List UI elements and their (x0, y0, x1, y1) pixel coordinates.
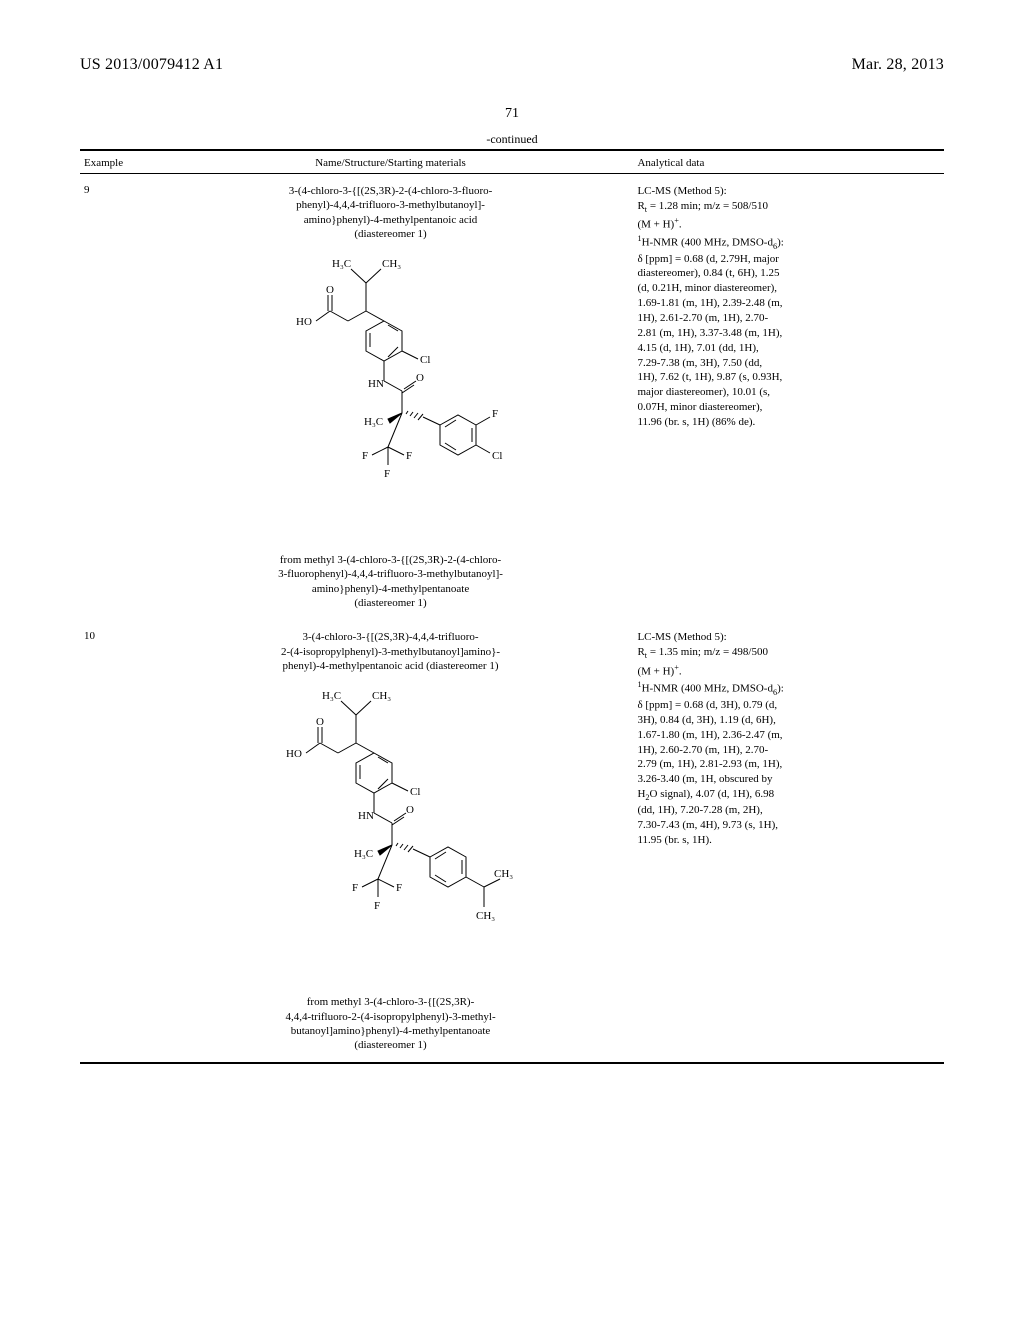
data-line: 7.30-7.43 (m, 4H), 9.73 (s, 1H), (637, 819, 778, 831)
atom-label: H₃C (322, 690, 341, 702)
publication-date: Mar. 28, 2013 (852, 56, 944, 74)
col-example: Example (80, 151, 148, 174)
data-line: 3.26-3.40 (m, 1H, obscured by (637, 773, 772, 785)
data-line: 2.81 (m, 1H), 3.37-3.48 (m, 1H), (637, 327, 782, 339)
atom-label: O (316, 716, 324, 728)
publication-number: US 2013/0079412 A1 (80, 56, 223, 74)
name-line: phenyl)-4,4,4-trifluoro-3-methylbutanoyl… (296, 199, 485, 211)
col-analytical: Analytical data (633, 151, 944, 174)
page-number: 71 (80, 106, 944, 122)
name-line: 2-(4-isopropylphenyl)-3-methylbutanoyl]a… (281, 646, 500, 658)
name-line: 3-(4-chloro-3-{[(2S,3R)-4,4,4-trifluoro- (303, 631, 479, 643)
atom-label: F (384, 468, 390, 480)
continued-label: -continued (80, 132, 944, 147)
atom-label: H₃C (332, 258, 351, 270)
atom-label: CH₃ (494, 868, 513, 880)
data-line: 1H), 7.62 (t, 1H), 9.87 (s, 0.93H, (637, 371, 782, 383)
data-line: (dd, 1H), 7.20-7.28 (m, 2H), (637, 804, 762, 816)
chemical-structure: H₃C CH₃ O HO Cl HN O H₃C F F F (266, 679, 516, 989)
data-line: 4.15 (d, 1H), 7.01 (dd, 1H), (637, 342, 758, 354)
atom-label: Cl (492, 450, 502, 462)
data-line: 1.67-1.80 (m, 1H), 2.36-2.47 (m, (637, 729, 782, 741)
examples-table-wrap: Example Name/Structure/Starting material… (80, 149, 944, 1064)
from-line: (diastereomer 1) (354, 597, 426, 609)
atom-label: CH₃ (382, 258, 401, 270)
from-line: butanoyl]amino}phenyl)-4-methylpentanoat… (291, 1025, 491, 1037)
atom-label: HN (368, 378, 384, 390)
atom-label: Cl (420, 354, 430, 366)
atom-label: H₃C (354, 848, 373, 860)
name-line: amino}phenyl)-4-methylpentanoic acid (304, 214, 478, 226)
atom-label: F (374, 900, 380, 912)
example-number: 9 (80, 174, 148, 621)
data-line: 1H), 2.61-2.70 (m, 1H), 2.70- (637, 312, 768, 324)
name-line: (diastereomer 1) (354, 228, 426, 240)
atom-label: F (492, 408, 498, 420)
table-header-row: Example Name/Structure/Starting material… (80, 151, 944, 174)
from-line: from methyl 3-(4-chloro-3-{[(2S,3R)- (307, 996, 475, 1008)
data-line: 11.96 (br. s, 1H) (86% de). (637, 416, 755, 428)
from-line: from methyl 3-(4-chloro-3-{[(2S,3R)-2-(4… (280, 554, 501, 566)
starting-material: from methyl 3-(4-chloro-3-{[(2S,3R)-2-(4… (152, 553, 630, 610)
from-line: amino}phenyl)-4-methylpentanoate (312, 583, 469, 595)
atom-label: F (352, 882, 358, 894)
atom-label: HN (358, 810, 374, 822)
from-line: (diastereomer 1) (354, 1039, 426, 1051)
atom-label: H₃C (364, 416, 383, 428)
atom-label: O (416, 372, 424, 384)
name-structure-cell: 3-(4-chloro-3-{[(2S,3R)-2-(4-chloro-3-fl… (148, 174, 634, 621)
atom-label: F (406, 450, 412, 462)
page-header: US 2013/0079412 A1 Mar. 28, 2013 (80, 56, 944, 74)
compound-name: 3-(4-chloro-3-{[(2S,3R)-2-(4-chloro-3-fl… (152, 184, 630, 241)
analytical-cell: LC-MS (Method 5): Rt = 1.35 min; m/z = 4… (633, 620, 944, 1062)
name-structure-cell: 3-(4-chloro-3-{[(2S,3R)-4,4,4-trifluoro-… (148, 620, 634, 1062)
atom-label: F (362, 450, 368, 462)
analytical-text: LC-MS (Method 5): Rt = 1.28 min; m/z = 5… (637, 184, 940, 430)
data-line: LC-MS (Method 5): (637, 631, 726, 643)
data-line: 2.79 (m, 1H), 2.81-2.93 (m, 1H), (637, 758, 782, 770)
data-line: δ [ppm] = 0.68 (d, 3H), 0.79 (d, (637, 699, 777, 711)
data-line: major diastereomer), 10.01 (s, (637, 386, 770, 398)
data-line: 1H), 2.60-2.70 (m, 1H), 2.70- (637, 744, 768, 756)
atom-label: O (406, 804, 414, 816)
data-line: δ [ppm] = 0.68 (d, 2.79H, major (637, 253, 779, 265)
analytical-cell: LC-MS (Method 5): Rt = 1.28 min; m/z = 5… (633, 174, 944, 621)
data-line: 0.07H, minor diastereomer), (637, 401, 762, 413)
data-line: 1.69-1.81 (m, 1H), 2.39-2.48 (m, (637, 297, 782, 309)
data-line: (d, 0.21H, minor diastereomer), (637, 282, 777, 294)
data-line: 3H), 0.84 (d, 3H), 1.19 (d, 6H), (637, 714, 775, 726)
atom-label: CH₃ (476, 910, 495, 922)
atom-label: HO (296, 316, 312, 328)
data-line: 11.95 (br. s, 1H). (637, 834, 711, 846)
from-line: 4,4,4-trifluoro-2-(4-isopropylphenyl)-3-… (285, 1011, 495, 1023)
compound-name: 3-(4-chloro-3-{[(2S,3R)-4,4,4-trifluoro-… (152, 630, 630, 673)
chemical-structure: H₃C CH₃ O HO Cl HN O H₃C F Cl F (276, 247, 506, 547)
examples-table: Example Name/Structure/Starting material… (80, 151, 944, 1062)
atom-label: F (396, 882, 402, 894)
from-line: 3-fluorophenyl)-4,4,4-trifluoro-3-methyl… (278, 568, 503, 580)
table-row: 9 3-(4-chloro-3-{[(2S,3R)-2-(4-chloro-3-… (80, 174, 944, 621)
starting-material: from methyl 3-(4-chloro-3-{[(2S,3R)- 4,4… (152, 995, 630, 1052)
name-line: 3-(4-chloro-3-{[(2S,3R)-2-(4-chloro-3-fl… (289, 185, 493, 197)
patent-page: US 2013/0079412 A1 Mar. 28, 2013 71 -con… (0, 0, 1024, 1320)
atom-label: HO (286, 748, 302, 760)
table-row: 10 3-(4-chloro-3-{[(2S,3R)-4,4,4-trifluo… (80, 620, 944, 1062)
data-line: LC-MS (Method 5): (637, 185, 726, 197)
data-line: diastereomer), 0.84 (t, 6H), 1.25 (637, 267, 779, 279)
data-line: 7.29-7.38 (m, 3H), 7.50 (dd, (637, 357, 762, 369)
atom-label: Cl (410, 786, 420, 798)
atom-label: O (326, 284, 334, 296)
example-number: 10 (80, 620, 148, 1062)
name-line: phenyl)-4-methylpentanoic acid (diastere… (283, 660, 499, 672)
atom-label: CH₃ (372, 690, 391, 702)
col-name: Name/Structure/Starting materials (148, 151, 634, 174)
analytical-text: LC-MS (Method 5): Rt = 1.35 min; m/z = 4… (637, 630, 940, 848)
